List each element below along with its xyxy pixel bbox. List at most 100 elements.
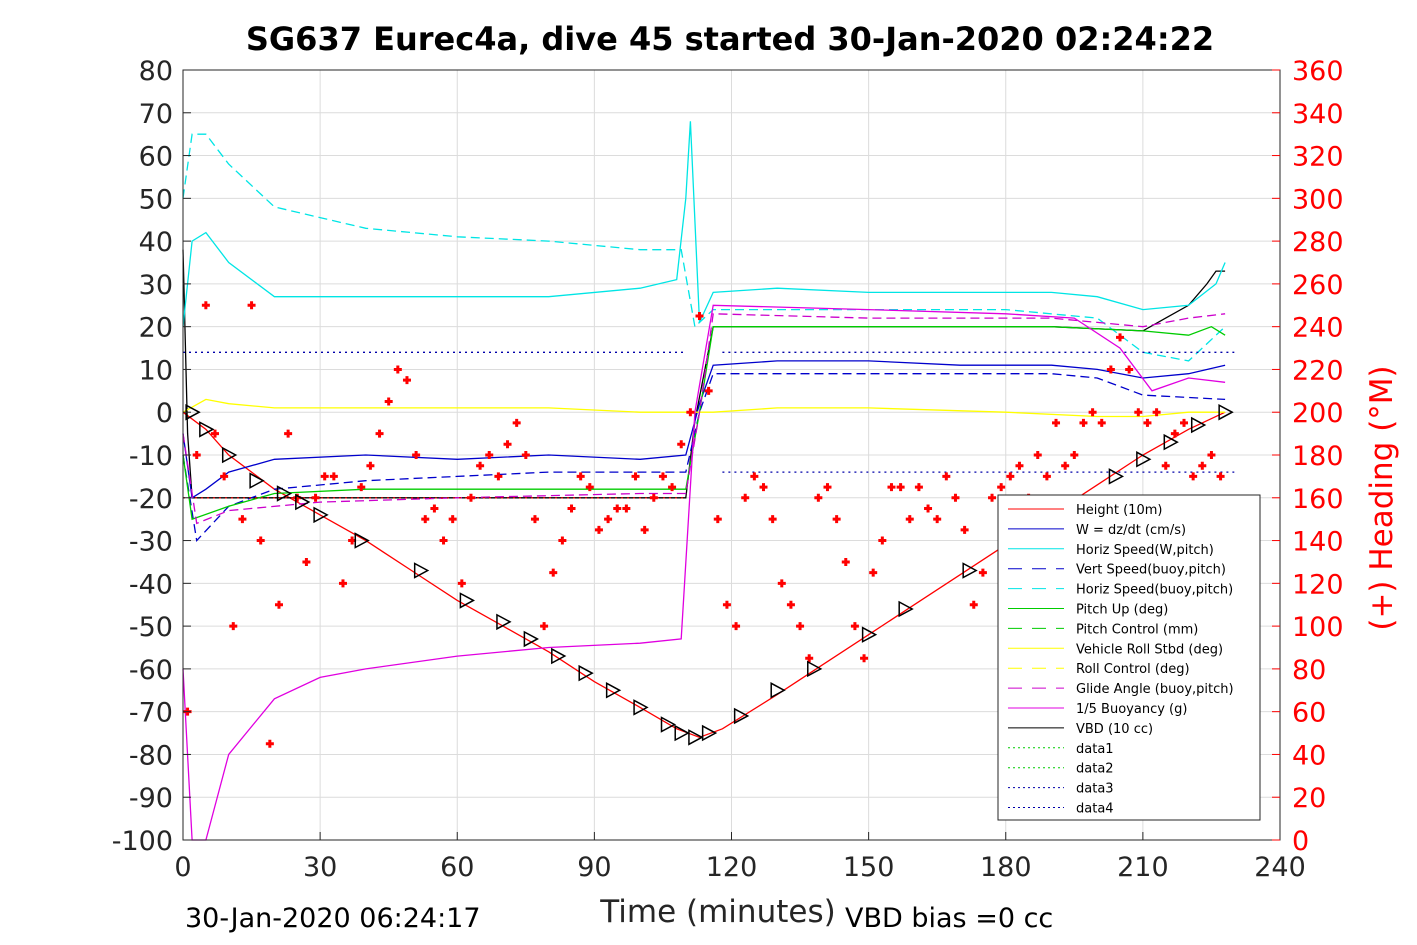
triangle-marker [221, 446, 238, 464]
y-right-axis-label: (+) Heading (°M) [1364, 365, 1400, 630]
heading-point [695, 311, 704, 320]
footer-vbd-bias: VBD bias =0 cc [845, 903, 1053, 934]
legend-label: VBD (10 cc) [1076, 722, 1153, 737]
triangle-marker [354, 532, 370, 549]
heading-point [960, 525, 969, 534]
heading-point [914, 483, 923, 492]
heading-point [302, 557, 311, 566]
heading-point [549, 568, 558, 577]
series-heading [183, 301, 1225, 748]
legend-label: data3 [1076, 782, 1114, 797]
legend-label: Pitch Up (deg) [1076, 603, 1168, 618]
y-right-tick-label: 220 [1292, 355, 1344, 386]
heading-point [1061, 461, 1070, 470]
triangle-marker [770, 682, 786, 699]
y-right-tick-label: 140 [1292, 527, 1344, 558]
heading-point [1134, 408, 1143, 417]
triangle-marker [1163, 433, 1179, 451]
heading-point [384, 397, 393, 406]
triangle-marker [660, 716, 677, 733]
series-vert-speed-buoy-pitch [182, 373, 1226, 543]
triangle-marker [313, 506, 329, 524]
y-tick-label: 10 [139, 355, 173, 386]
y-tick-label: 50 [139, 184, 173, 215]
x-tick-label: 90 [577, 852, 611, 883]
x-tick-label: 210 [1117, 852, 1169, 883]
chart-title: SG637 Eurec4a, dive 45 started 30-Jan-20… [246, 20, 1214, 58]
heading-point [1015, 461, 1024, 470]
heading-point [1052, 418, 1061, 427]
heading-point [366, 461, 375, 470]
triangle-marker [1190, 416, 1207, 434]
heading-point [777, 579, 786, 588]
heading-point [448, 515, 457, 524]
legend-label: Height (10m) [1076, 503, 1162, 518]
heading-point [1125, 365, 1134, 374]
triangle-marker [249, 472, 265, 489]
legend-label: Horiz Speed(W,pitch) [1076, 543, 1214, 558]
triangle-marker [551, 647, 567, 665]
heading-point [1180, 418, 1189, 427]
triangle-marker [701, 724, 718, 742]
heading-point [521, 451, 530, 459]
heading-point [329, 472, 338, 481]
y-right-tick-label: 320 [1292, 142, 1344, 173]
heading-point [412, 451, 421, 459]
heading-point [494, 472, 503, 481]
heading-point [1097, 418, 1106, 427]
triangle-marker [1108, 468, 1125, 485]
triangle-marker [276, 485, 293, 502]
heading-point [978, 568, 987, 577]
heading-point [658, 472, 667, 481]
heading-point [704, 386, 713, 395]
heading-point [220, 472, 229, 481]
heading-point [567, 504, 576, 513]
heading-point [421, 515, 430, 524]
heading-point [1143, 418, 1152, 427]
y-tick-label: -60 [129, 655, 173, 686]
series-w-dz-dt-cm-s [182, 360, 1226, 499]
series-group [182, 121, 1235, 841]
y-tick-label: 40 [139, 227, 173, 258]
heading-point [823, 483, 832, 492]
triangle-marker [578, 664, 594, 682]
x-tick-label: 0 [174, 852, 191, 883]
legend-label: Horiz Speed(buoy,pitch) [1076, 583, 1233, 598]
heading-point [1170, 429, 1179, 438]
heading-point [1189, 472, 1198, 481]
heading-point [1042, 472, 1051, 481]
heading-point [668, 483, 677, 492]
heading-point [256, 536, 265, 545]
heading-point [814, 493, 823, 502]
heading-point [1161, 461, 1170, 470]
heading-point [741, 493, 750, 502]
series-1-5-buoyancy-g [182, 304, 1226, 841]
y-right-tick-label: 360 [1292, 56, 1344, 87]
y-right-tick-label: 80 [1292, 655, 1326, 686]
heading-point [686, 408, 695, 417]
x-tick-label: 180 [980, 852, 1032, 883]
y-tick-label: -50 [129, 612, 173, 643]
triangle-marker [459, 592, 475, 609]
x-tick-label: 120 [706, 852, 758, 883]
y-right-tick-label: 40 [1292, 740, 1326, 771]
heading-point [1152, 408, 1161, 417]
triangle-marker [733, 707, 750, 725]
heading-point [924, 504, 933, 513]
triangle-marker [688, 729, 704, 746]
x-tick-labels: 0 30 60 90 120 150 180 210 240 [174, 832, 1306, 883]
triangle-marker [633, 699, 649, 716]
y-tick-label: 30 [139, 270, 173, 301]
heading-point [1216, 472, 1225, 481]
triangle-marker [295, 493, 311, 511]
series-glide-angle-buoy-pitch [182, 313, 1226, 525]
x-tick-label: 60 [440, 852, 474, 883]
y-tick-label: 60 [139, 142, 173, 173]
y-right-tick-label: 0 [1292, 826, 1309, 857]
heading-point [622, 504, 631, 513]
triangle-marker [413, 562, 430, 579]
heading-point [1207, 451, 1216, 459]
y-right-tick-label: 20 [1292, 783, 1326, 814]
heading-point [796, 622, 805, 631]
heading-point [1116, 333, 1125, 342]
